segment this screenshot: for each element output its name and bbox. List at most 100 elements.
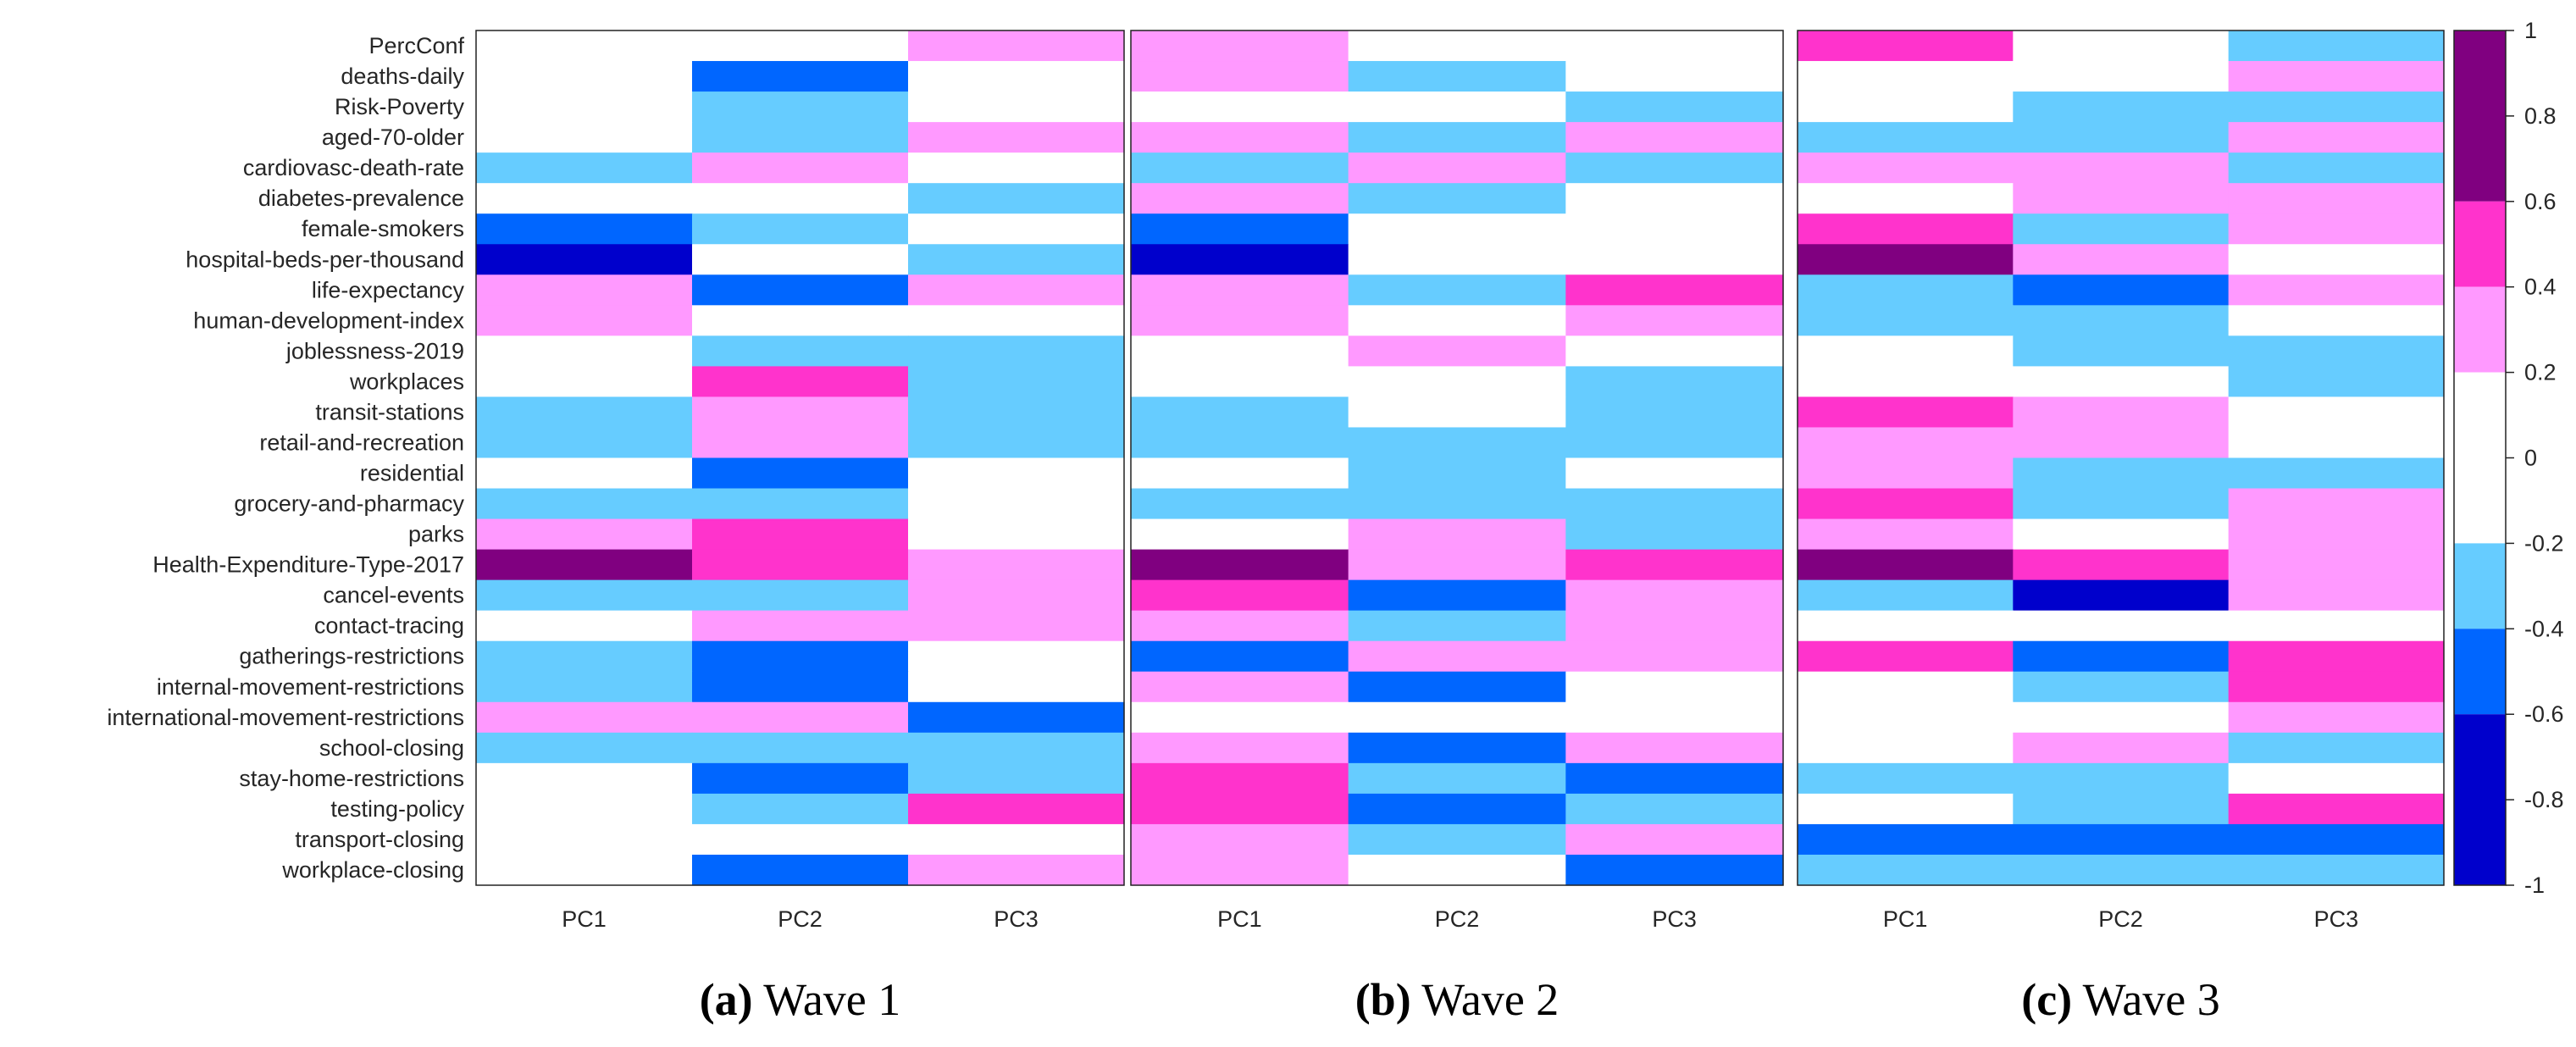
heatmap-cell-residential-pc3 bbox=[2228, 457, 2445, 490]
colorbar-tick-label: -0.2 bbox=[2524, 530, 2564, 556]
heatmap-cell-human-development-index-pc1 bbox=[1798, 305, 2014, 336]
heatmap-cell-aged-70-older-pc1 bbox=[1798, 122, 2014, 153]
heatmap-cell-testing-policy-pc2 bbox=[2013, 793, 2230, 825]
heatmap-cell-gatherings-restrictions-pc1 bbox=[1131, 640, 1349, 673]
heatmap-cell-health-expenditure-type-2017-pc2 bbox=[2013, 549, 2230, 581]
heatmap-cell-workplace-closing-pc2 bbox=[2013, 854, 2230, 886]
heatmap-cell-human-development-index-pc2 bbox=[1348, 305, 1566, 336]
heatmap-cell-percconf-pc1 bbox=[1798, 30, 2014, 62]
heatmap-cell-deaths-daily-pc1 bbox=[1131, 61, 1349, 92]
heatmap-cell-joblessness-2019-pc2 bbox=[2013, 335, 2230, 367]
row-label-diabetes-prevalence: diabetes-prevalence bbox=[258, 186, 464, 211]
heatmap-cell-workplaces-pc1 bbox=[1798, 366, 2014, 398]
row-label-international-movement-restrictions: international-movement-restrictions bbox=[107, 705, 464, 730]
heatmap-cell-percconf-pc3 bbox=[908, 30, 1125, 62]
heatmap-cell-contact-tracing-pc3 bbox=[908, 610, 1125, 642]
row-label-hospital-beds-per-thousand: hospital-beds-per-thousand bbox=[186, 247, 464, 272]
heatmap-cell-risk-poverty-pc2 bbox=[1348, 91, 1566, 123]
heatmap-cell-parks-pc2 bbox=[692, 518, 909, 551]
row-label-female-smokers: female-smokers bbox=[302, 216, 464, 241]
heatmap-cell-gatherings-restrictions-pc3 bbox=[1565, 640, 1784, 673]
heatmap-cell-diabetes-prevalence-pc2 bbox=[692, 183, 909, 214]
heatmap-cell-life-expectancy-pc1 bbox=[476, 274, 693, 306]
heatmap-cell-cardiovasc-death-rate-pc2 bbox=[692, 152, 909, 184]
heatmap-cell-cardiovasc-death-rate-pc1 bbox=[476, 152, 693, 184]
heatmap-cell-transit-stations-pc1 bbox=[1798, 396, 2014, 429]
heatmap-cell-transport-closing-pc1 bbox=[476, 823, 693, 856]
heatmap-cell-residential-pc1 bbox=[1798, 457, 2014, 490]
heatmap-cell-retail-and-recreation-pc3 bbox=[908, 427, 1125, 459]
heatmap-cell-diabetes-prevalence-pc1 bbox=[1798, 183, 2014, 214]
heatmap-cell-aged-70-older-pc2 bbox=[2013, 122, 2230, 153]
heatmap-cell-workplace-closing-pc1 bbox=[1798, 854, 2014, 886]
heatmap-cell-international-movement-restrictions-pc3 bbox=[2228, 701, 2445, 734]
heatmap-cell-internal-movement-restrictions-pc1 bbox=[476, 671, 693, 703]
heatmap-cell-grocery-and-pharmacy-pc2 bbox=[692, 488, 909, 520]
heatmap-cell-grocery-and-pharmacy-pc1 bbox=[1131, 488, 1349, 520]
heatmap-cell-deaths-daily-pc2 bbox=[2013, 61, 2230, 92]
colorbar-band-7 bbox=[2454, 714, 2506, 885]
row-label-contact-tracing: contact-tracing bbox=[314, 613, 464, 639]
heatmap-cell-contact-tracing-pc1 bbox=[1131, 610, 1349, 642]
panel-frame bbox=[1797, 30, 2445, 886]
heatmap-cell-joblessness-2019-pc3 bbox=[1565, 335, 1784, 367]
heatmap-cell-cancel-events-pc3 bbox=[1565, 579, 1784, 612]
row-label-joblessness-2019: joblessness-2019 bbox=[285, 338, 464, 363]
heatmap-cell-joblessness-2019-pc3 bbox=[908, 335, 1125, 367]
column-label-pc2: PC2 bbox=[778, 906, 823, 932]
heatmap-cell-percconf-pc2 bbox=[2013, 30, 2230, 62]
heatmap-cell-cardiovasc-death-rate-pc1 bbox=[1131, 152, 1349, 184]
heatmap-cell-international-movement-restrictions-pc1 bbox=[1798, 701, 2014, 734]
row-label-percconf: PercConf bbox=[368, 33, 464, 58]
row-label-internal-movement-restrictions: internal-movement-restrictions bbox=[157, 674, 464, 700]
heatmap-cell-stay-home-restrictions-pc1 bbox=[476, 762, 693, 795]
heatmap-cell-contact-tracing-pc2 bbox=[1348, 610, 1566, 642]
heatmap-cell-contact-tracing-pc1 bbox=[1798, 610, 2014, 642]
heatmap-cell-transport-closing-pc3 bbox=[908, 823, 1125, 856]
heatmap-cell-percconf-pc3 bbox=[1565, 30, 1784, 62]
heatmap-cell-deaths-daily-pc1 bbox=[1798, 61, 2014, 92]
heatmap-cell-transport-closing-pc1 bbox=[1131, 823, 1349, 856]
colorbar-tick-label: -1 bbox=[2524, 872, 2545, 898]
heatmap-cell-deaths-daily-pc3 bbox=[2228, 61, 2445, 92]
row-label-transit-stations: transit-stations bbox=[315, 399, 464, 424]
heatmap-cell-cardiovasc-death-rate-pc3 bbox=[2228, 152, 2445, 184]
heatmap-cell-testing-policy-pc3 bbox=[1565, 793, 1784, 825]
heatmap-cell-transit-stations-pc1 bbox=[1131, 396, 1349, 429]
heatmap-cell-hospital-beds-per-thousand-pc3 bbox=[908, 244, 1125, 275]
row-label-human-development-index: human-development-index bbox=[193, 307, 464, 333]
heatmap-cell-diabetes-prevalence-pc3 bbox=[2228, 183, 2445, 214]
panel-caption-2: (b) Wave 2 bbox=[1355, 974, 1559, 1025]
colorbar-tick-label: 0.4 bbox=[2524, 274, 2557, 300]
caption-title: Wave 3 bbox=[2072, 974, 2220, 1025]
heatmap-cell-female-smokers-pc1 bbox=[476, 213, 693, 245]
row-label-aged-70-older: aged-70-older bbox=[322, 125, 464, 150]
heatmap-cell-risk-poverty-pc3 bbox=[1565, 91, 1784, 123]
heatmap-cell-percconf-pc3 bbox=[2228, 30, 2445, 62]
heatmap-cell-school-closing-pc3 bbox=[2228, 732, 2445, 764]
heatmap-cell-gatherings-restrictions-pc3 bbox=[2228, 640, 2445, 673]
colorbar-tick-label: 1 bbox=[2524, 18, 2537, 43]
column-label-pc2: PC2 bbox=[1435, 906, 1480, 932]
heatmap-cell-grocery-and-pharmacy-pc1 bbox=[476, 488, 693, 520]
heatmap-cell-residential-pc1 bbox=[1131, 457, 1349, 490]
heatmap-cell-international-movement-restrictions-pc2 bbox=[692, 701, 909, 734]
heatmap-cell-contact-tracing-pc2 bbox=[2013, 610, 2230, 642]
heatmap-panels: PC1 PC2 PC3 PC1 PC2 PC3 PC1 PC2 PC3 bbox=[475, 30, 2445, 932]
heatmap-cell-life-expectancy-pc2 bbox=[1348, 274, 1566, 306]
row-label-cardiovasc-death-rate: cardiovasc-death-rate bbox=[243, 155, 464, 180]
heatmap-cell-deaths-daily-pc1 bbox=[476, 61, 693, 92]
heatmap-cell-gatherings-restrictions-pc1 bbox=[476, 640, 693, 673]
heatmap-cell-risk-poverty-pc2 bbox=[692, 91, 909, 123]
heatmap-cell-life-expectancy-pc1 bbox=[1131, 274, 1349, 306]
heatmap-cell-human-development-index-pc1 bbox=[476, 305, 693, 336]
heatmap-cell-diabetes-prevalence-pc1 bbox=[1131, 183, 1349, 214]
heatmap-cell-transport-closing-pc2 bbox=[692, 823, 909, 856]
caption-title: Wave 1 bbox=[753, 974, 901, 1025]
heatmap-cell-residential-pc3 bbox=[1565, 457, 1784, 490]
heatmap-cell-life-expectancy-pc3 bbox=[908, 274, 1125, 306]
heatmap-cell-parks-pc1 bbox=[1131, 518, 1349, 551]
heatmap-cell-internal-movement-restrictions-pc3 bbox=[2228, 671, 2445, 703]
heatmap-cell-cardiovasc-death-rate-pc3 bbox=[908, 152, 1125, 184]
